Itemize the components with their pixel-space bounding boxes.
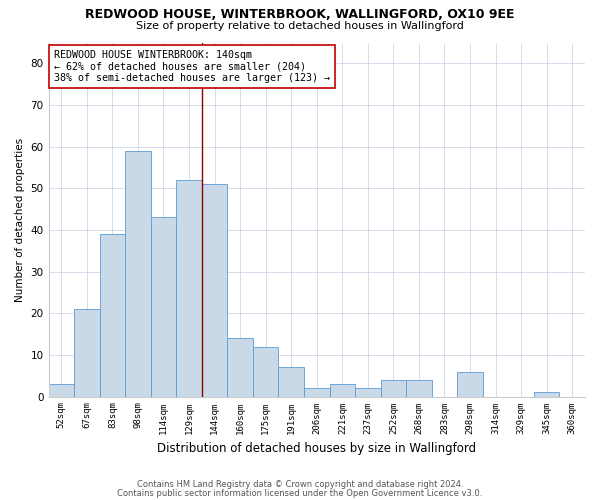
Bar: [100, 234, 125, 396]
Bar: [355, 388, 380, 396]
Bar: [74, 309, 100, 396]
Bar: [125, 151, 151, 396]
Text: REDWOOD HOUSE WINTERBROOK: 140sqm
← 62% of detached houses are smaller (204)
38%: REDWOOD HOUSE WINTERBROOK: 140sqm ← 62% …: [54, 50, 330, 83]
Bar: [253, 346, 278, 397]
Bar: [406, 380, 432, 396]
Y-axis label: Number of detached properties: Number of detached properties: [15, 138, 25, 302]
Text: Contains public sector information licensed under the Open Government Licence v3: Contains public sector information licen…: [118, 489, 482, 498]
Bar: [202, 184, 227, 396]
Bar: [534, 392, 559, 396]
Bar: [380, 380, 406, 396]
Bar: [329, 384, 355, 396]
Bar: [278, 368, 304, 396]
Bar: [457, 372, 483, 396]
Bar: [176, 180, 202, 396]
Bar: [227, 338, 253, 396]
Text: Contains HM Land Registry data © Crown copyright and database right 2024.: Contains HM Land Registry data © Crown c…: [137, 480, 463, 489]
X-axis label: Distribution of detached houses by size in Wallingford: Distribution of detached houses by size …: [157, 442, 476, 455]
Text: REDWOOD HOUSE, WINTERBROOK, WALLINGFORD, OX10 9EE: REDWOOD HOUSE, WINTERBROOK, WALLINGFORD,…: [85, 8, 515, 20]
Text: Size of property relative to detached houses in Wallingford: Size of property relative to detached ho…: [136, 21, 464, 31]
Bar: [49, 384, 74, 396]
Bar: [304, 388, 329, 396]
Bar: [151, 218, 176, 396]
